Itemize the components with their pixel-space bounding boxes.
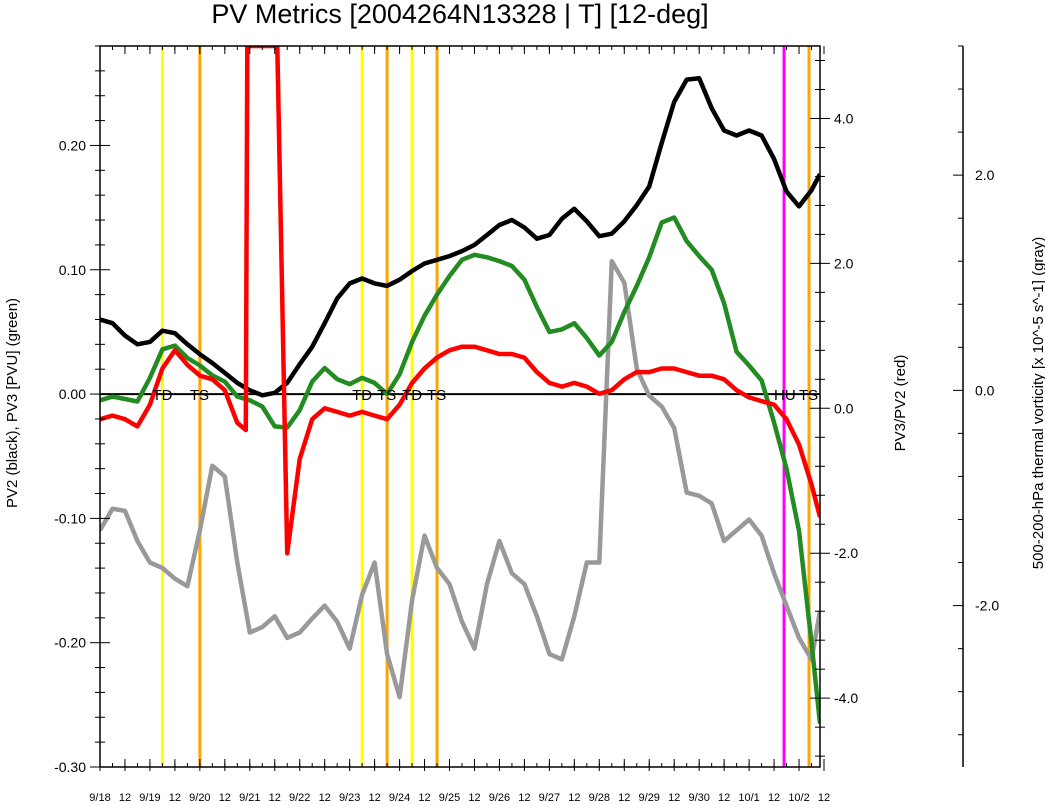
x-tick-label: 12 [668, 792, 680, 804]
x-tick-label: 12 [568, 792, 580, 804]
right-tick-label: -4.0 [834, 690, 858, 706]
event-label-ts-3: TS [377, 387, 396, 404]
event-label-td-0: TD [152, 387, 172, 404]
x-tick-label: 12 [518, 792, 530, 804]
x-tick-label: 10/2 [788, 792, 809, 804]
left-tick-label: 0.20 [59, 137, 86, 153]
pv3-pv2-ratio-line [100, 46, 820, 556]
x-tick-label: 9/20 [189, 792, 210, 804]
event-label-td-2: TD [352, 387, 372, 404]
right-tick-label: 0.0 [834, 400, 854, 416]
right-tick-label: -2.0 [834, 545, 858, 561]
x-axis: 9/18 12 9/19 12 9/20 12 9/21 12 9/22 12 9/23 12 9/24… [89, 46, 830, 804]
x-tick-label: 12 [818, 792, 830, 804]
x-tick-label: 9/30 [688, 792, 709, 804]
event-label-hu-6: HU [774, 387, 796, 404]
left-tick-label: 0.10 [59, 262, 86, 278]
x-tick-label: 9/23 [339, 792, 360, 804]
x-tick-label: 12 [368, 792, 380, 804]
left-tick-label: -0.20 [54, 635, 86, 651]
x-tick-label: 12 [718, 792, 730, 804]
x-tick-label: 10/1 [738, 792, 759, 804]
x-tick-label: 9/26 [489, 792, 510, 804]
left-tick-label: -0.10 [54, 510, 86, 526]
right-tick-label: 4.0 [834, 110, 854, 126]
far-right-y-axis: 2.0 0.0 -2.0 [953, 45, 999, 767]
far-right-tick-label: 0.0 [975, 382, 995, 398]
plot-frame [99, 45, 821, 768]
x-tick-label: 9/18 [89, 792, 110, 804]
left-y-axis: 0.20 0.10 0.00 -0.10 -0.20 -0.30 [54, 45, 110, 775]
far-right-tick-label: 2.0 [975, 167, 995, 183]
event-label-td-4: TD [402, 387, 422, 404]
x-tick-label: 9/28 [589, 792, 610, 804]
x-tick-label: 12 [468, 792, 480, 804]
x-tick-label: 12 [219, 792, 231, 804]
left-tick-label: -0.30 [54, 759, 86, 775]
event-label-ts-1: TS [190, 387, 209, 404]
pv3-line [100, 215, 820, 724]
right-y-axis-title: PV3/PV2 (red) [892, 355, 909, 452]
x-tick-label: 12 [269, 792, 281, 804]
right-y-axis: 4.0 2.0 0.0 -2.0 -4.0 [810, 59, 858, 757]
x-tick-label: 12 [618, 792, 630, 804]
far-right-y-axis-title: 500-200-hPa thermal vorticity [x 10^-5 s… [1030, 237, 1045, 570]
x-tick-label: 9/27 [539, 792, 560, 804]
x-tick-label: 9/29 [639, 792, 660, 804]
event-label-ts-7: TS [799, 387, 818, 404]
event-label-ts-5: TS [427, 387, 446, 404]
far-right-tick-label: -2.0 [975, 598, 999, 614]
x-tick-label: 12 [418, 792, 430, 804]
x-tick-label: 9/22 [289, 792, 310, 804]
x-tick-label: 12 [319, 792, 331, 804]
chart-title: PV Metrics [2004264N13328 | T] [12-deg] [211, 0, 708, 29]
pv2-line [100, 76, 820, 398]
x-tick-label: 12 [768, 792, 780, 804]
x-tick-label: 9/19 [139, 792, 160, 804]
plot-area: TD TS TD TS TD TS HU TS [99, 45, 821, 768]
x-tick-label: 12 [119, 792, 131, 804]
left-tick-label: 0.00 [59, 386, 86, 402]
left-y-axis-title: PV2 (black), PV3 [PVU] (green) [4, 298, 21, 508]
x-tick-label: 9/21 [239, 792, 260, 804]
x-tick-label: 9/24 [389, 792, 410, 804]
right-tick-label: 2.0 [834, 255, 854, 271]
thermal-vorticity-line [100, 258, 820, 700]
x-tick-label: 12 [169, 792, 181, 804]
x-tick-label: 9/25 [439, 792, 460, 804]
